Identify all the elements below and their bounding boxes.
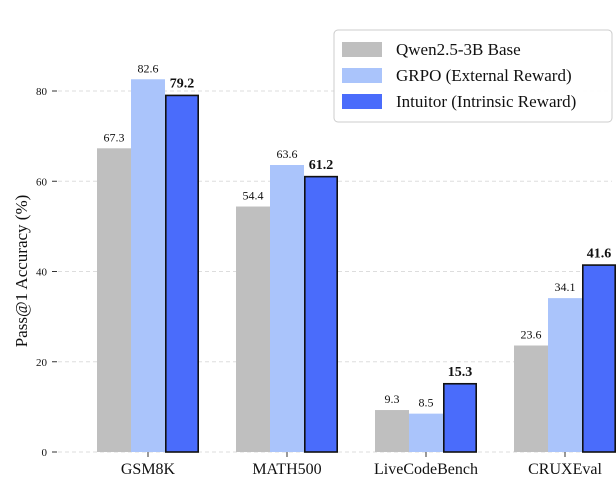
data-label: 15.3 — [448, 365, 473, 380]
bar — [270, 165, 304, 452]
data-label: 41.6 — [587, 246, 612, 261]
x-tick-label: GSM8K — [121, 461, 176, 478]
x-tick-label: LiveCodeBench — [374, 461, 478, 478]
bar — [548, 298, 582, 452]
data-label: 54.4 — [243, 189, 264, 203]
data-label: 79.2 — [170, 77, 195, 92]
bar — [165, 94, 200, 453]
data-label: 82.6 — [138, 61, 159, 75]
legend-label: Qwen2.5-3B Base — [396, 40, 521, 59]
y-tick-label: 60 — [36, 176, 48, 188]
bar — [236, 206, 270, 452]
y-tick-label: 0 — [42, 447, 48, 459]
bar — [131, 79, 165, 452]
data-label: 61.2 — [309, 158, 334, 173]
data-label: 9.3 — [385, 392, 400, 406]
y-tick-label: 80 — [36, 86, 48, 98]
y-tick-label: 40 — [36, 267, 48, 279]
bar — [375, 410, 409, 452]
legend-box — [333, 29, 613, 123]
bar — [514, 345, 548, 452]
data-label: 23.6 — [521, 328, 542, 342]
bar — [409, 413, 443, 452]
data-label: 67.3 — [104, 130, 125, 144]
data-label: 63.6 — [277, 147, 298, 161]
legend-swatch — [342, 94, 382, 109]
y-axis-label: Pass@1 Accuracy (%) — [12, 195, 31, 348]
bar — [581, 264, 616, 453]
data-label: 8.5 — [419, 396, 434, 410]
y-tick-label: 20 — [36, 357, 48, 369]
legend: Qwen2.5-3B Base GRPO (External Reward) Int… — [333, 29, 613, 123]
legend-label: Intuitor (Intrinsic Reward) — [396, 92, 576, 111]
bar — [303, 175, 338, 453]
bar — [97, 148, 131, 452]
bar — [442, 382, 477, 453]
legend-label: GRPO (External Reward) — [396, 66, 572, 85]
legend-swatch — [342, 68, 382, 83]
data-label: 34.1 — [555, 280, 576, 294]
legend-swatch — [342, 42, 382, 57]
x-tick-label: CRUXEval — [528, 461, 602, 478]
x-tick-label: MATH500 — [252, 461, 321, 478]
